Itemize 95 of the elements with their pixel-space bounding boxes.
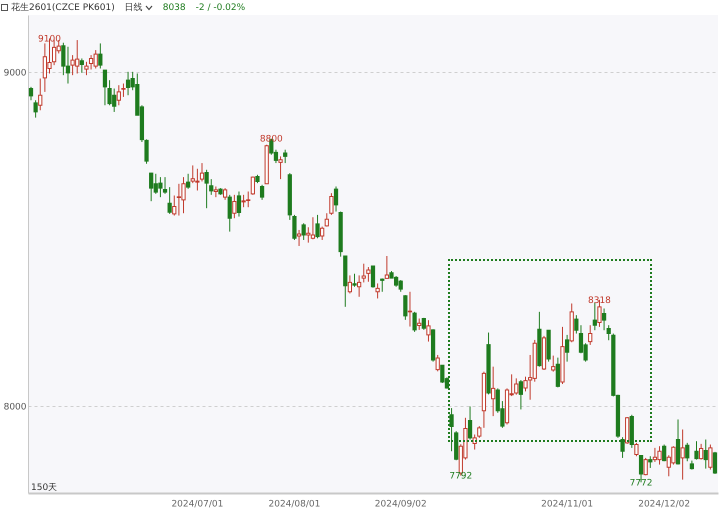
candlestick <box>352 273 357 288</box>
candlestick <box>712 451 718 474</box>
candlestick <box>260 184 264 200</box>
x-tick-label: 2024/11/01 <box>541 500 594 510</box>
candlestick <box>324 212 329 228</box>
candlestick <box>348 274 352 294</box>
candlestick <box>662 444 666 462</box>
candlestick <box>685 442 690 462</box>
text: -2 / -0.02% <box>196 2 246 12</box>
candlestick <box>606 324 611 341</box>
candlestick <box>370 266 376 288</box>
candlestick <box>172 195 176 216</box>
candlestick <box>708 444 712 470</box>
candlestick <box>422 317 426 330</box>
candlestick <box>690 460 694 470</box>
candlestick <box>315 214 320 239</box>
candlestick <box>704 439 708 470</box>
candlestick <box>699 443 704 460</box>
candlestick <box>518 380 524 410</box>
candlestick <box>278 156 283 180</box>
candlestick <box>84 61 89 76</box>
candlestick <box>292 214 297 240</box>
candlestick <box>384 256 389 279</box>
candlestick <box>232 194 236 219</box>
annotation: 150天 <box>31 482 58 494</box>
candlestick <box>200 162 204 182</box>
candlestick <box>376 282 380 299</box>
candlestick <box>417 318 422 330</box>
y-tick-label: 8000 <box>4 402 27 413</box>
candlestick <box>694 440 699 460</box>
candlestick <box>98 42 102 69</box>
candlestick <box>214 186 218 198</box>
candlestick <box>592 302 597 331</box>
annotation: 7792 <box>449 472 472 482</box>
candlestick <box>491 366 496 417</box>
candlestick <box>602 308 606 331</box>
candlestick <box>176 183 182 216</box>
candlestick <box>34 100 38 118</box>
annotation: 9100 <box>38 34 62 44</box>
candlestick <box>380 278 384 292</box>
x-tick-label: 2024/07/01 <box>171 500 224 510</box>
candlestick <box>80 58 84 74</box>
text: 8038 <box>162 2 186 12</box>
chart-title: 花生2601(CZCE PK601) <box>11 2 115 14</box>
candlestick <box>468 406 472 440</box>
candlestick <box>588 324 592 346</box>
candlestick <box>408 291 412 328</box>
candlestick <box>121 83 126 98</box>
candlestick <box>168 186 172 214</box>
candlestick <box>302 222 306 240</box>
candlestick <box>329 192 334 216</box>
chart-subtitle: 日线 <box>124 2 143 14</box>
candlestick <box>296 229 302 246</box>
candlestick <box>412 311 417 332</box>
candlestick <box>403 294 408 320</box>
candlestick <box>680 428 685 480</box>
annotation: 8318 <box>588 296 612 306</box>
candlestick <box>38 78 42 111</box>
candlestick <box>652 447 658 462</box>
candlestick <box>116 84 121 106</box>
candlestick <box>283 149 288 164</box>
candlestick <box>222 188 228 200</box>
candlestick <box>320 226 324 240</box>
candlestick <box>477 426 482 438</box>
x-tick-label: 2024/12/02 <box>638 500 690 510</box>
candlestick <box>28 86 34 101</box>
candlestick <box>204 169 209 209</box>
candlestick <box>362 263 366 283</box>
candlestick <box>644 457 648 476</box>
candlestick <box>162 176 168 194</box>
annotation: 7772 <box>630 478 653 488</box>
candlestick <box>366 266 370 282</box>
candlestick <box>436 354 440 372</box>
y-tick-label: 9000 <box>4 68 27 78</box>
annotation: 8800 <box>260 134 284 145</box>
candlestick <box>209 178 214 196</box>
candlestick <box>334 186 338 212</box>
candlestick <box>564 334 570 362</box>
candlestick <box>574 314 578 334</box>
candlestick <box>236 190 242 218</box>
candlestick <box>186 173 190 190</box>
candlestick <box>102 70 108 106</box>
candlestick <box>426 320 431 342</box>
candlestick <box>228 194 232 232</box>
candlestick <box>648 456 652 468</box>
candlestick <box>634 442 639 457</box>
candlestick <box>551 355 556 372</box>
candlestick <box>250 176 255 196</box>
candlestick <box>181 176 186 214</box>
x-tick-label: 2024/08/01 <box>268 500 320 510</box>
x-tick-label: 2024/09/02 <box>374 500 427 510</box>
candlestick <box>657 446 662 466</box>
candlestick <box>144 138 149 164</box>
candlestick <box>556 357 560 388</box>
candlestick <box>357 274 362 298</box>
